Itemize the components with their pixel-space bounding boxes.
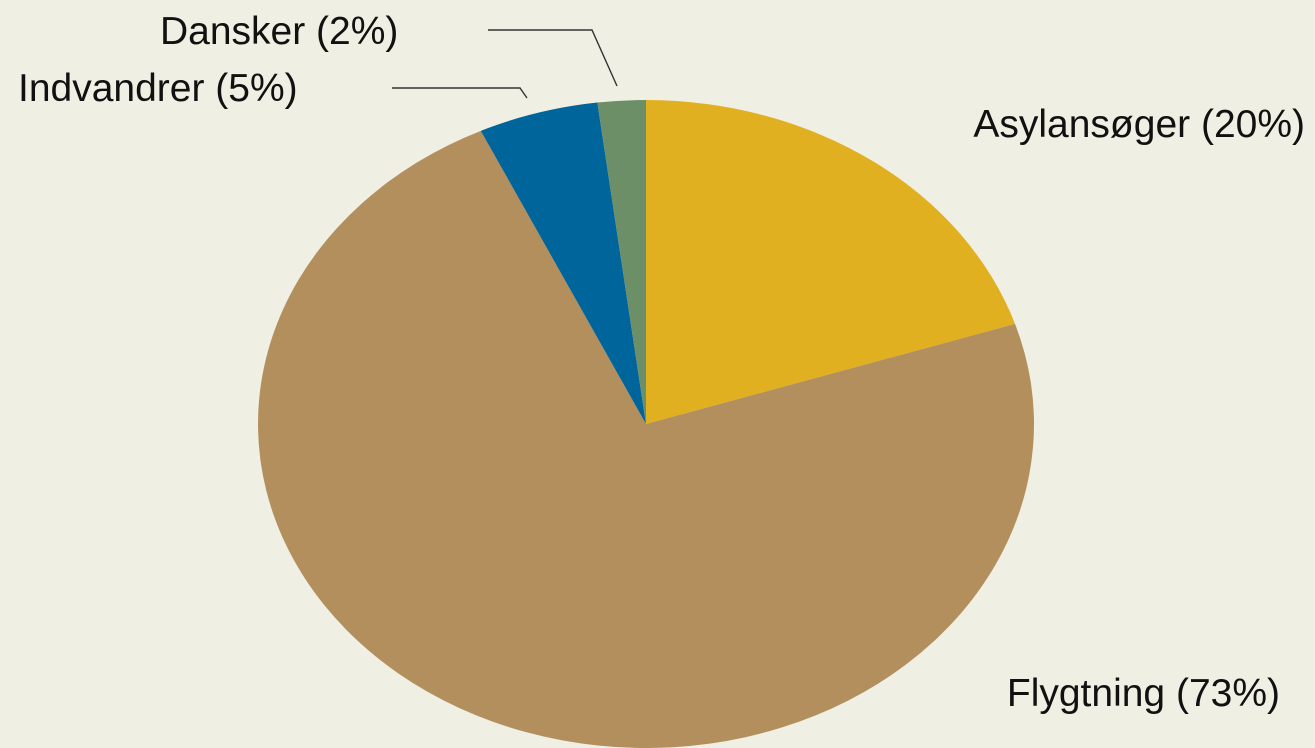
slice-label-dansker: Dansker (2%) bbox=[160, 10, 398, 53]
pie-slice-flygtning bbox=[258, 130, 1034, 748]
slice-label-asylansoger: Asylansøger (20%) bbox=[973, 103, 1305, 146]
pie-slices bbox=[258, 100, 1034, 748]
pie-slice-indvandrer bbox=[480, 102, 646, 425]
leader-line-indvandrer bbox=[392, 87, 528, 99]
pie-slice-asylansoger bbox=[646, 100, 1016, 424]
pie-slice-dansker bbox=[597, 100, 646, 424]
slice-label-flygtning: Flygtning (73%) bbox=[1007, 672, 1280, 715]
leader-lines bbox=[392, 29, 618, 99]
leader-line-dansker bbox=[488, 29, 618, 87]
slice-label-indvandrer: Indvandrer (5%) bbox=[18, 67, 298, 110]
slice-labels: Asylansøger (20%) Flygtning (73%) Indvan… bbox=[18, 10, 1305, 715]
